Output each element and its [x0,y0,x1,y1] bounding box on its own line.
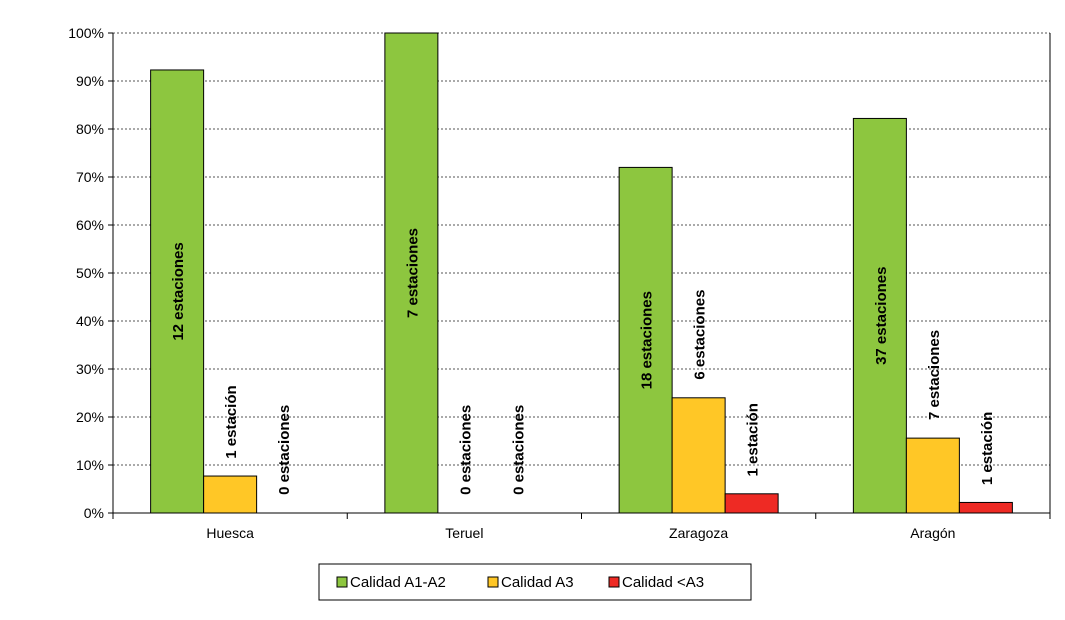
bar-huesca-1 [203,475,258,514]
category-label: Aragón [910,525,955,541]
legend-swatch [608,576,620,588]
y-tick-label: 100% [68,25,104,41]
bar-zaragoza-2 [724,493,779,514]
legend-entry: Calidad A1-A2 [350,574,446,591]
axes [108,32,1051,519]
y-tick-label: 80% [76,121,104,137]
bar-data-label: 12 estaciones [170,242,187,340]
bar-data-labels: 12 estaciones 1 estación 0 estaciones 7 est… [170,228,996,495]
bar-data-label: 18 estaciones [639,291,656,389]
y-tick-labels: 0% 10% 20% 30% 40% 50% 60% 70% 80% 90% 100% [68,25,104,521]
y-tick-label: 70% [76,169,104,185]
bar-data-label: 1 estación [979,412,996,485]
y-tick-label: 90% [76,73,104,89]
category-label: Huesca [206,525,254,541]
legend-swatch [487,576,499,588]
bar-data-label: 1 estación [223,385,240,458]
bar-zaragoza-0 [618,166,673,514]
category-label: Teruel [445,525,483,541]
legend-swatch [336,576,348,588]
y-tick-label: 40% [76,313,104,329]
bar-aragón-1 [905,437,960,514]
y-tick-label: 60% [76,217,104,233]
y-tick-label: 30% [76,361,104,377]
gridlines [113,32,1050,466]
bar-huesca-0 [150,69,205,514]
category-labels: Huesca Teruel Zaragoza Aragón [206,525,955,541]
bar-data-label: 1 estación [745,403,762,476]
y-tick-label: 50% [76,265,104,281]
legend-box [318,563,752,601]
y-tick-label: 10% [76,457,104,473]
bar-data-label: 0 estaciones [276,405,293,495]
bar-data-label: 7 estaciones [404,228,421,318]
bar-data-label: 0 estaciones [510,405,527,495]
y-tick-label: 20% [76,409,104,425]
bar-zaragoza-1 [671,397,726,514]
legend-entry: Calidad <A3 [622,574,704,591]
category-label: Zaragoza [669,525,728,541]
bar-data-label: 37 estaciones [873,267,890,365]
bar-data-label: 0 estaciones [457,405,474,495]
bar-aragón-2 [958,501,1013,514]
bar-data-label: 7 estaciones [926,330,943,420]
legend: Calidad A1-A2 Calidad A3 Calidad <A3 [318,563,752,601]
legend-entry: Calidad A3 [501,574,574,591]
y-tick-label: 0% [84,505,104,521]
bar-data-label: 6 estaciones [692,290,709,380]
